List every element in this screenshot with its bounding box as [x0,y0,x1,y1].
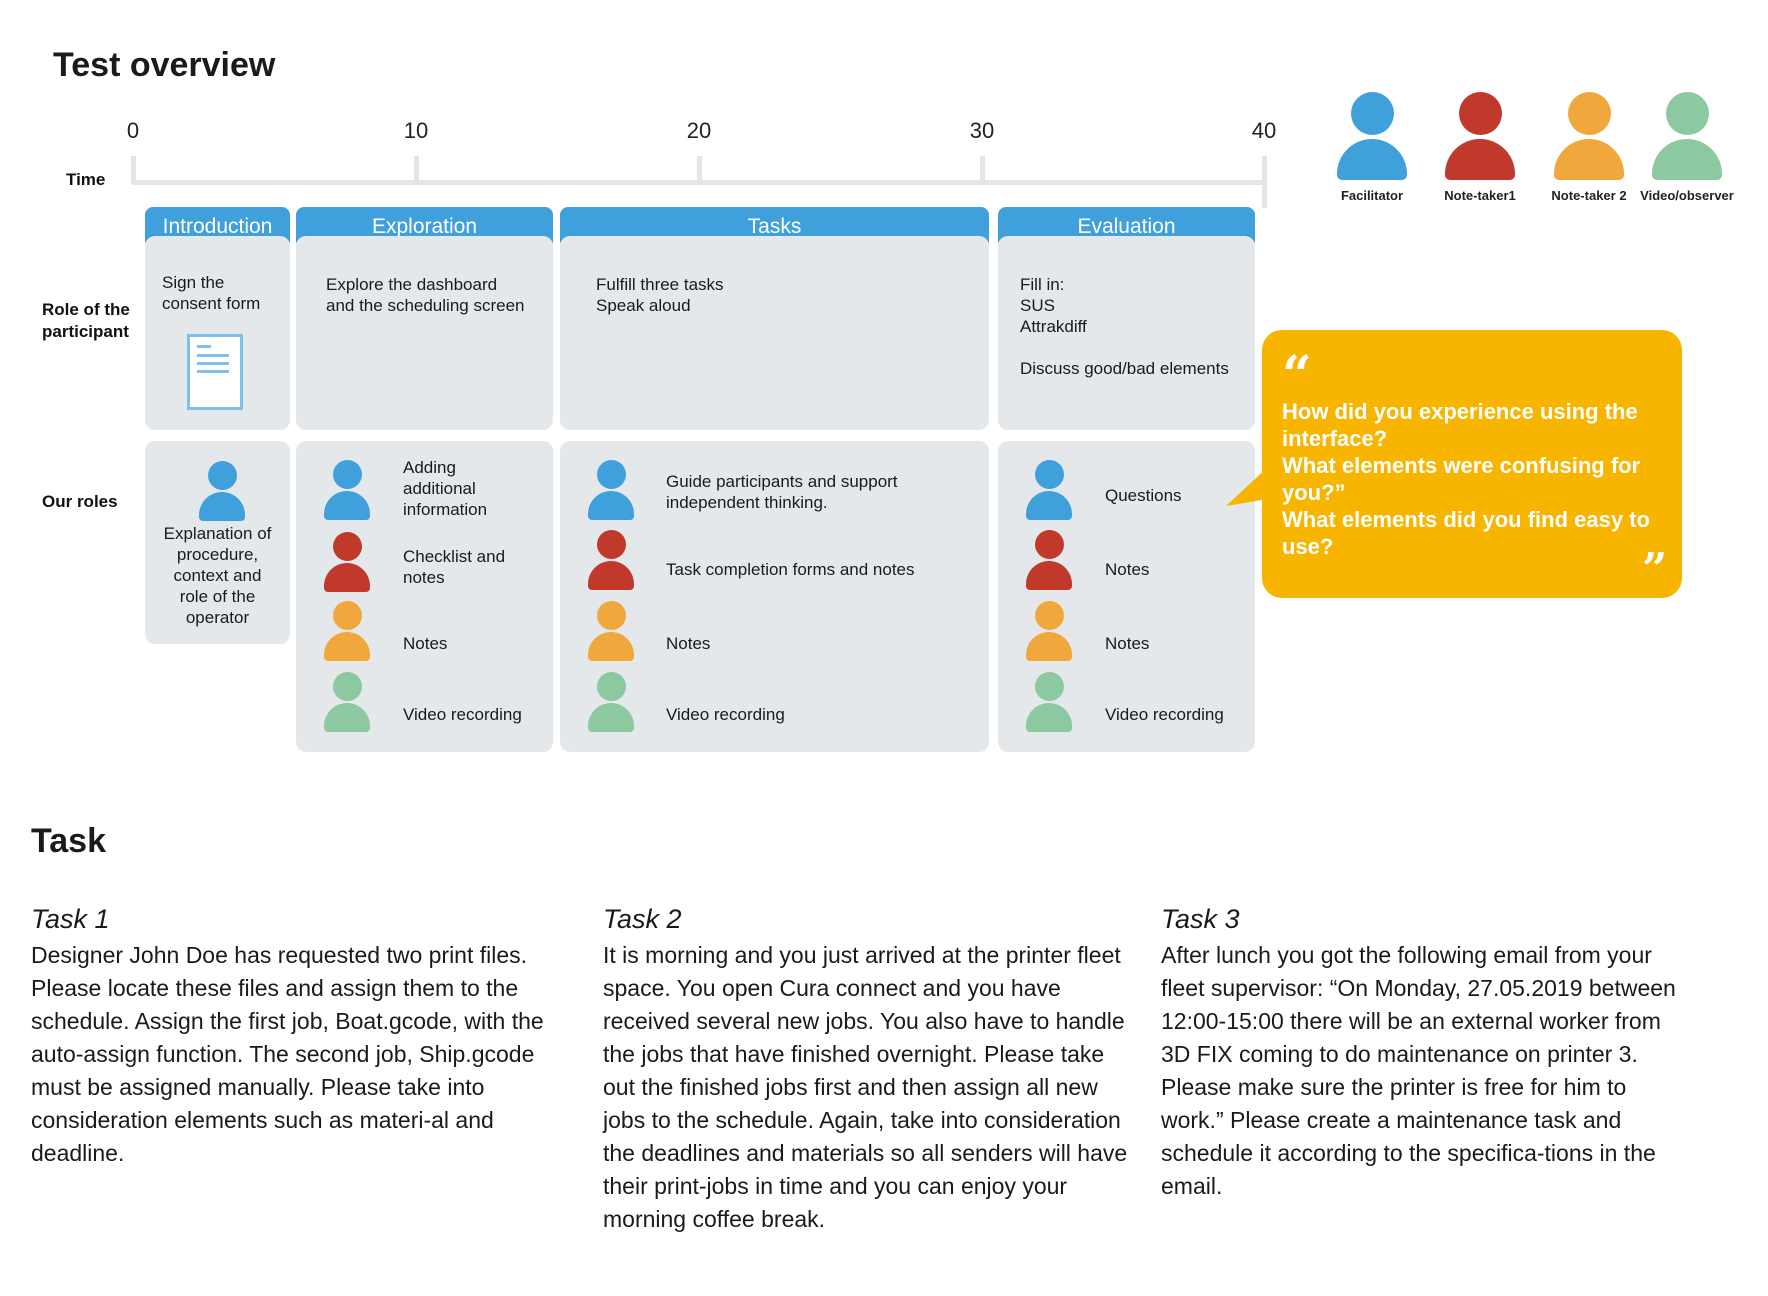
participant-panel-tasks: Fulfill three tasks Speak aloud [560,236,989,430]
role-row-label: Role of the participant [42,300,130,341]
tick-label: 20 [686,118,712,143]
timeline-tick-mark [697,156,702,184]
page-title: Test overview [53,46,276,84]
role-text: Notes [403,634,448,653]
legend-label: Note-taker1 [1444,188,1516,203]
task-title: Task 2 [603,904,682,934]
task-body: Designer John Doe has requested two prin… [31,942,544,1166]
timeline-tick-mark [131,156,136,184]
open-quote-icon: “ [1282,345,1312,406]
quote-bubble-body [1262,330,1682,598]
note-taker1-icon [588,530,634,590]
participant-panel-evaluation: Fill in: SUS Attrakdiff Discuss good/bad… [998,236,1255,430]
legend: Facilitator Note-taker1 Note-taker 2 Vid… [1310,90,1760,210]
our-roles-row-label: Our roles [42,492,118,511]
timeline-tick-mark [980,156,985,184]
role-text: Explanation of procedure, context and ro… [163,524,272,627]
task-body: It is morning and you just arrived at th… [603,942,1128,1232]
timeline-tick-mark [1262,156,1267,208]
participant-panel-introduction: Sign the consent form [145,236,290,430]
participant-text: Fill in: SUS Attrakdiff Discuss good/bad… [1020,275,1229,378]
participant-text: Sign the consent form [162,273,261,313]
time-label: Time [66,170,106,189]
note-taker2-icon [1554,92,1624,180]
document-icon [187,334,243,410]
roles-panel-exploration: Adding additional information Checklist … [296,441,553,752]
role-text: Notes [666,634,711,653]
note-taker1-icon [1445,92,1515,180]
roles-panel-tasks: Guide participants and support independe… [560,441,989,752]
video-observer-icon [324,672,370,732]
task-section-title: Task [31,822,106,860]
role-text: Task completion forms and notes [666,560,915,579]
facilitator-icon [1337,92,1407,180]
roles-panel-introduction: Explanation of procedure, context and ro… [145,441,290,644]
task-body: After lunch you got the following email … [1161,942,1676,1199]
legend-label: Note-taker 2 [1551,188,1627,203]
timeline-tick-mark [414,156,419,184]
note-taker1-icon [324,532,370,592]
tick-label: 30 [969,118,995,143]
video-observer-icon [588,672,634,732]
role-text: Checklist and notes [403,547,506,587]
role-text: Guide participants and support independe… [666,472,898,512]
role-text: Adding additional information [403,458,488,519]
tick-label: 40 [1251,118,1277,143]
note-taker2-icon [324,601,370,661]
facilitator-icon [199,461,245,521]
role-text: Video recording [666,705,785,724]
tick-label: 10 [403,118,429,143]
note-taker1-icon [1026,530,1072,590]
facilitator-icon [324,460,370,520]
facilitator-icon [1026,460,1072,520]
role-text: Video recording [403,705,522,724]
legend-label: Facilitator [1340,188,1404,203]
quote-bubble: “ How did you experience using the inter… [1226,330,1682,598]
task-title: Task 3 [1161,904,1240,934]
participant-text: Explore the dashboard and the scheduling… [326,275,525,315]
role-text: Questions [1105,486,1182,505]
task-3: Task 3 After lunch you got the following… [1161,904,1691,1203]
legend-label: Video/observer [1640,188,1734,203]
video-observer-icon [1652,92,1722,180]
note-taker2-icon [1026,601,1072,661]
tick-label: 0 [126,118,140,143]
video-observer-icon [1026,672,1072,732]
participant-text: Fulfill three tasks Speak aloud [596,275,724,315]
close-quote-icon: ” [1642,544,1668,595]
facilitator-icon [588,460,634,520]
quote-text: How did you experience using the interfa… [1282,399,1650,559]
task-2: Task 2 It is morning and you just arrive… [603,904,1133,1236]
roles-panel-evaluation: Questions Notes Notes Video recording [998,441,1255,752]
note-taker2-icon [588,601,634,661]
role-text: Notes [1105,560,1150,579]
participant-panel-exploration: Explore the dashboard and the scheduling… [296,236,553,430]
task-1: Task 1 Designer John Doe has requested t… [31,904,561,1170]
task-title: Task 1 [31,904,110,934]
role-text: Video recording [1105,705,1224,724]
role-text: Notes [1105,634,1150,653]
